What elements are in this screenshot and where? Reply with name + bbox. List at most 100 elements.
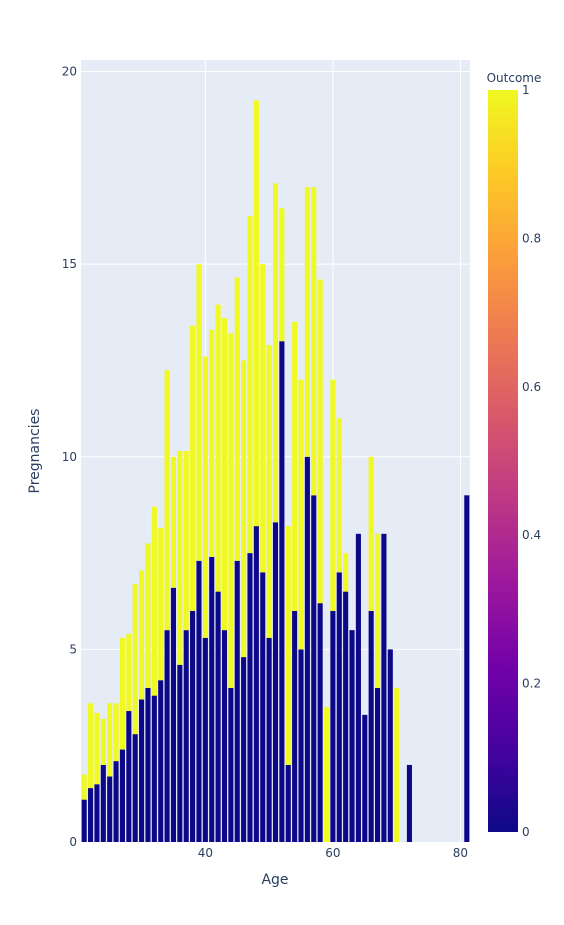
bar-outcome-0	[260, 572, 266, 842]
bar-outcome-0	[228, 687, 234, 842]
bar-outcome-1	[272, 183, 279, 523]
bar-outcome-0	[381, 533, 387, 842]
bar-outcome-1	[234, 277, 240, 561]
bar-outcome-1	[170, 456, 177, 588]
bar-outcome-0	[343, 591, 349, 842]
bar-outcome-0	[81, 799, 87, 842]
bar-outcome-1	[139, 570, 145, 700]
bar-outcome-1	[336, 418, 342, 573]
colorbar-title: Outcome	[487, 71, 542, 85]
bar-outcome-1	[343, 553, 349, 592]
bar-outcome-0	[304, 456, 310, 842]
y-tick-label: 15	[62, 257, 77, 271]
bar-outcome-0	[209, 556, 215, 842]
colorbar-tick-labels: 0 0.2 0.4 0.6 0.8 1	[522, 83, 541, 839]
y-axis-title: Pregnancies	[27, 409, 43, 494]
bar-outcome-0	[464, 495, 470, 842]
bar-outcome-0	[272, 522, 279, 842]
bar-outcome-1	[215, 304, 221, 592]
bar-outcome-0	[202, 637, 208, 842]
bar-outcome-0	[132, 734, 138, 842]
bar-outcome-1	[253, 100, 259, 527]
bar-outcome-0	[221, 630, 228, 842]
bar-outcome-0	[374, 687, 381, 842]
colorbar-tick-label: 0.8	[522, 231, 541, 245]
bar-outcome-0	[196, 560, 202, 842]
bar-outcome-1	[323, 707, 330, 842]
bar-outcome-0	[183, 630, 189, 842]
bar-outcome-0	[253, 526, 259, 842]
bar-outcome-1	[164, 370, 170, 631]
bar-outcome-1	[266, 345, 272, 638]
bar-outcome-0	[292, 610, 298, 842]
bar-outcome-1	[279, 208, 285, 342]
colorbar-tick-label: 1	[522, 83, 530, 97]
x-axis-title: Age	[261, 872, 288, 888]
bar-outcome-0	[151, 695, 157, 842]
bar-outcome-0	[170, 587, 177, 842]
bar-outcome-0	[247, 553, 253, 842]
bar-outcome-1	[132, 583, 138, 735]
bar-outcome-1	[304, 187, 310, 457]
bar-outcome-0	[362, 714, 368, 842]
bar-outcome-1	[317, 279, 323, 604]
colorbar-tick-label: 0.4	[522, 528, 541, 542]
bar-outcome-1	[145, 543, 151, 688]
bar-outcome-1	[113, 703, 119, 762]
x-tick-label: 40	[198, 846, 213, 860]
bar-outcome-0	[94, 784, 100, 842]
bar-outcome-0	[406, 764, 412, 842]
bar-outcome-0	[368, 610, 374, 842]
bar-outcome-1	[285, 526, 291, 765]
bar-outcome-1	[311, 187, 317, 496]
bar-outcome-1	[221, 318, 228, 631]
bar-outcome-1	[81, 774, 87, 800]
bar-outcome-1	[158, 528, 164, 681]
bar-outcome-1	[394, 687, 400, 842]
colorbar-tick-label: 0	[522, 825, 530, 839]
bar-outcome-1	[202, 356, 208, 638]
bar-outcome-0	[279, 341, 285, 842]
bar-outcome-0	[139, 699, 145, 842]
bar-outcome-0	[349, 630, 355, 842]
bar-outcome-1	[241, 360, 247, 658]
bar-layer	[81, 100, 470, 842]
bar-outcome-1	[107, 703, 113, 777]
x-tick-label: 80	[453, 846, 468, 860]
bar-outcome-0	[266, 637, 272, 842]
y-tick-labels: 0 5 10 15 20	[62, 65, 77, 849]
colorbar-tick-label: 0.6	[522, 380, 541, 394]
bar-outcome-0	[311, 495, 317, 842]
bar-outcome-0	[285, 764, 291, 842]
bar-outcome-1	[209, 329, 215, 557]
bar-outcome-0	[317, 603, 323, 842]
bar-outcome-0	[88, 788, 94, 842]
bar-outcome-0	[113, 761, 119, 842]
bar-outcome-1	[190, 325, 196, 611]
x-tick-label: 60	[325, 846, 340, 860]
bar-outcome-1	[374, 533, 381, 688]
bar-outcome-0	[158, 680, 164, 842]
bar-outcome-1	[330, 379, 336, 611]
bar-outcome-1	[100, 718, 106, 765]
bar-outcome-0	[119, 749, 126, 842]
y-tick-label: 20	[62, 65, 77, 79]
bar-outcome-0	[215, 591, 221, 842]
y-tick-label: 10	[62, 450, 77, 464]
bar-outcome-0	[107, 776, 113, 842]
y-tick-label: 0	[69, 835, 77, 849]
bar-outcome-0	[234, 560, 240, 842]
bar-outcome-0	[355, 533, 361, 842]
bar-outcome-1	[94, 712, 100, 785]
bar-outcome-1	[119, 637, 126, 750]
bar-outcome-0	[126, 711, 132, 842]
bar-outcome-1	[177, 451, 183, 665]
bar-outcome-1	[368, 456, 374, 611]
bar-outcome-1	[247, 216, 253, 554]
colorbar-tick-label: 0.2	[522, 677, 541, 691]
bar-outcome-1	[228, 333, 234, 688]
bar-outcome-1	[88, 703, 94, 789]
bar-outcome-1	[151, 506, 157, 696]
